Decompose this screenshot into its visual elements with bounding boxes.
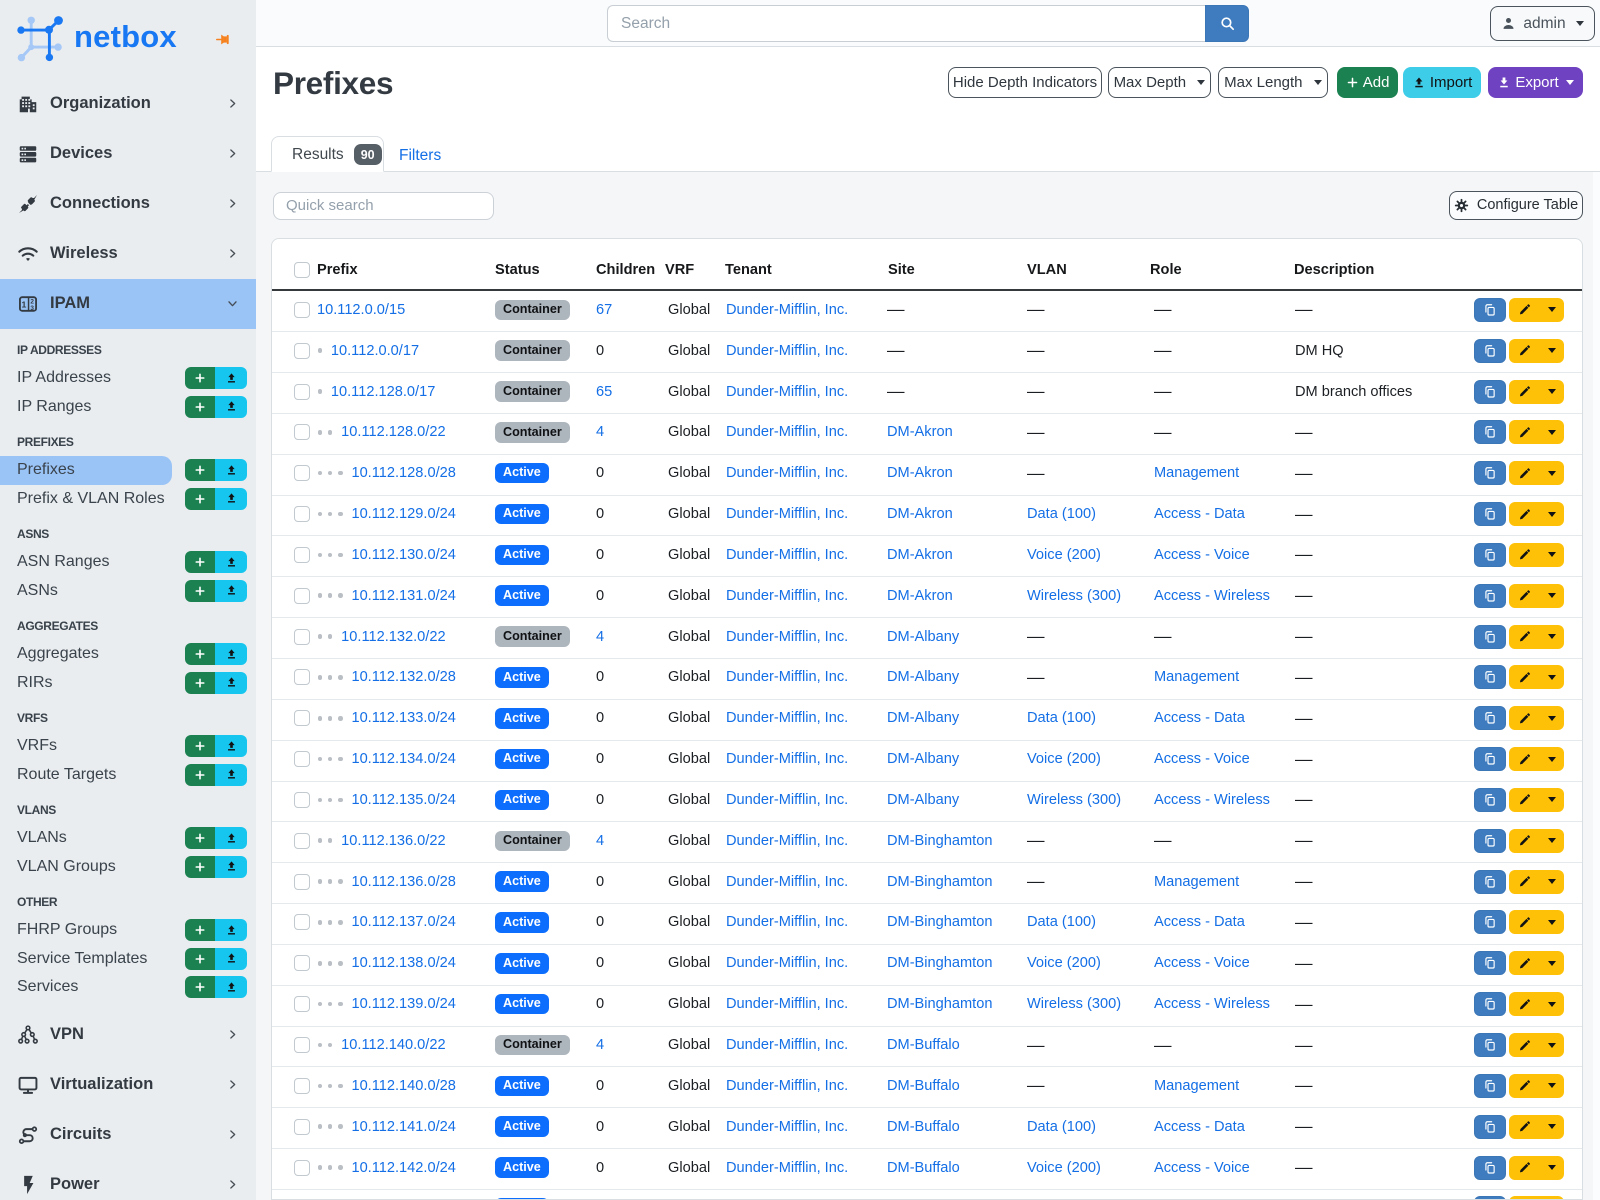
svg-text:1: 1 <box>22 300 27 310</box>
svg-text:2: 2 <box>30 299 34 306</box>
svg-text:3: 3 <box>30 305 34 312</box>
